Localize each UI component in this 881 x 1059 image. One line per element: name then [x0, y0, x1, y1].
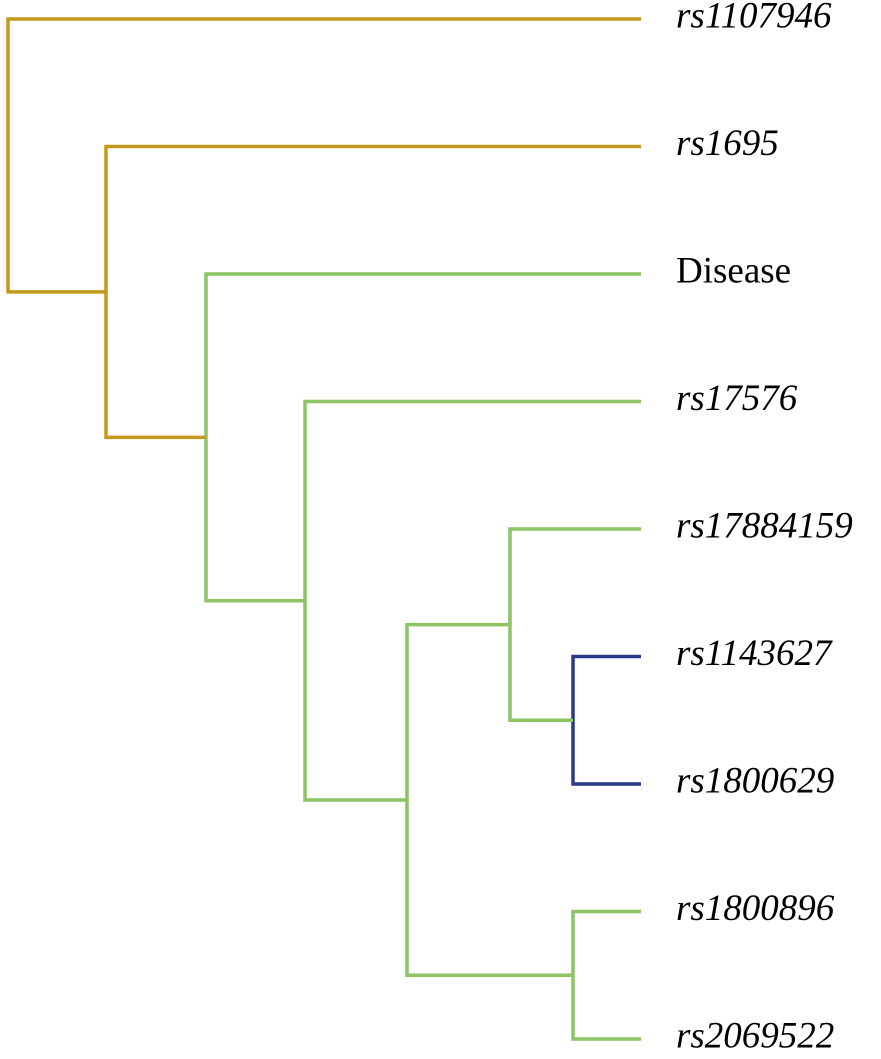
leaf-label-rs1143627: rs1143627	[676, 633, 833, 674]
cluster-branch-6	[104, 144, 641, 440]
leaf-label-disease: Disease	[676, 250, 791, 291]
dendrogram-branches	[6, 17, 641, 1041]
dendrogram-leaf-labels: rs1107946 rs1695 Disease rs17576 rs17884159 r…	[676, 0, 853, 1056]
leaf-label-rs17576: rs17576	[676, 378, 798, 419]
leaf-label-rs1695: rs1695	[676, 123, 779, 164]
cluster-branch-5	[204, 272, 641, 603]
cluster-branch-1	[571, 909, 641, 1041]
leaf-label-rs17884159: rs17884159	[676, 505, 853, 546]
cluster-branch-4	[303, 399, 641, 802]
cluster-branch-0	[571, 654, 641, 786]
cluster-branch-7	[6, 17, 641, 294]
cluster-branch-2	[508, 527, 641, 722]
leaf-label-rs1107946: rs1107946	[676, 0, 832, 36]
cluster-branch-3	[405, 622, 573, 977]
leaf-label-rs1800629: rs1800629	[676, 760, 834, 801]
leaf-label-rs1800896: rs1800896	[676, 888, 835, 929]
leaf-label-rs2069522: rs2069522	[676, 1015, 834, 1056]
